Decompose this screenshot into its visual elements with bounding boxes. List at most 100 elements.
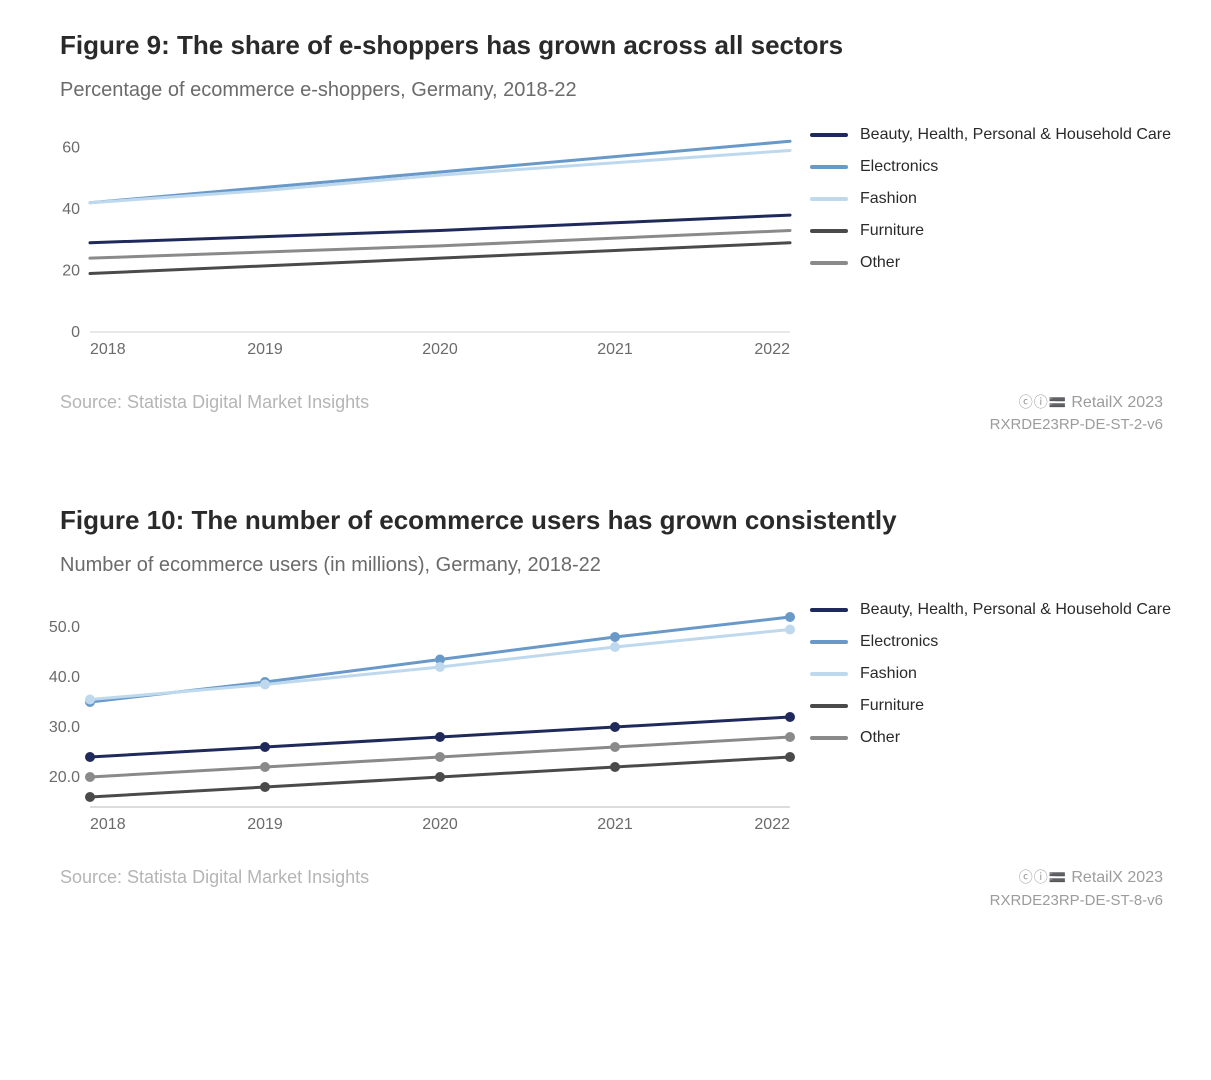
figure-10-attribution: ⓒⓘ🟰 RetailX 2023 RXRDE23RP-DE-ST-8-v6 bbox=[990, 867, 1163, 910]
legend-item: Other bbox=[810, 254, 1171, 272]
cc-icon: ⓒⓘ🟰 bbox=[1019, 870, 1067, 886]
attrib-brand: RetailX 2023 bbox=[1071, 394, 1163, 411]
figure-9-footer: Source: Statista Digital Market Insights… bbox=[40, 392, 1171, 435]
y-tick-label: 20 bbox=[62, 262, 80, 279]
cc-icon: ⓒⓘ🟰 bbox=[1019, 394, 1067, 410]
figure-10-legend: Beauty, Health, Personal & Household Car… bbox=[810, 597, 1171, 761]
legend-item: Furniture bbox=[810, 697, 1171, 715]
legend-swatch bbox=[810, 608, 848, 612]
figure-10-source: Source: Statista Digital Market Insights bbox=[60, 867, 369, 888]
series-marker bbox=[435, 772, 445, 782]
legend-item: Furniture bbox=[810, 222, 1171, 240]
figure-10-footer: Source: Statista Digital Market Insights… bbox=[40, 867, 1171, 910]
legend-item: Other bbox=[810, 729, 1171, 747]
series-marker bbox=[435, 752, 445, 762]
y-tick-label: 40.0 bbox=[49, 669, 80, 686]
legend-item: Beauty, Health, Personal & Household Car… bbox=[810, 601, 1171, 619]
figure-9-source: Source: Statista Digital Market Insights bbox=[60, 392, 369, 413]
legend-swatch bbox=[810, 133, 848, 137]
legend-item: Fashion bbox=[810, 190, 1171, 208]
series-line bbox=[90, 141, 790, 203]
series-marker bbox=[785, 752, 795, 762]
legend-swatch bbox=[810, 197, 848, 201]
legend-label: Electronics bbox=[860, 158, 938, 176]
legend-label: Fashion bbox=[860, 190, 917, 208]
legend-item: Beauty, Health, Personal & Household Car… bbox=[810, 126, 1171, 144]
legend-item: Fashion bbox=[810, 665, 1171, 683]
legend-swatch bbox=[810, 704, 848, 708]
series-marker bbox=[785, 612, 795, 622]
series-marker bbox=[85, 792, 95, 802]
figure-10-chart-row: 20.0 30.0 40.0 50.0 2018 2019 2020 2021 2022 Bea… bbox=[40, 597, 1171, 837]
legend-swatch bbox=[810, 736, 848, 740]
x-tick-label: 2021 bbox=[597, 341, 633, 358]
attrib-code: RXRDE23RP-DE-ST-2-v6 bbox=[990, 416, 1163, 433]
series-marker bbox=[85, 752, 95, 762]
y-tick-label: 0 bbox=[71, 324, 80, 341]
y-tick-label: 30.0 bbox=[49, 719, 80, 736]
series-marker bbox=[260, 742, 270, 752]
legend-item: Electronics bbox=[810, 633, 1171, 651]
series-marker bbox=[610, 632, 620, 642]
y-tick-label: 50.0 bbox=[49, 619, 80, 636]
figure-9-chart-row: 0 20 40 60 2018 2019 2020 2021 2022 Beauty, Heal… bbox=[40, 122, 1171, 362]
legend-label: Electronics bbox=[860, 633, 938, 651]
series-marker bbox=[260, 782, 270, 792]
figure-9-legend: Beauty, Health, Personal & Household Car… bbox=[810, 122, 1171, 286]
series-marker bbox=[610, 762, 620, 772]
series-line bbox=[90, 243, 790, 274]
y-tick-label: 40 bbox=[62, 201, 80, 218]
series-marker bbox=[85, 695, 95, 705]
legend-label: Other bbox=[860, 254, 900, 272]
x-tick-label: 2018 bbox=[90, 816, 126, 833]
figure-9-title: Figure 9: The share of e-shoppers has gr… bbox=[60, 30, 1171, 61]
x-tick-label: 2022 bbox=[754, 341, 790, 358]
series-line bbox=[90, 215, 790, 243]
series-marker bbox=[610, 722, 620, 732]
series-marker bbox=[260, 762, 270, 772]
legend-label: Beauty, Health, Personal & Household Car… bbox=[860, 126, 1171, 144]
figure-9: Figure 9: The share of e-shoppers has gr… bbox=[40, 30, 1171, 435]
y-tick-label: 60 bbox=[62, 139, 80, 156]
x-tick-label: 2021 bbox=[597, 816, 633, 833]
legend-label: Beauty, Health, Personal & Household Car… bbox=[860, 601, 1171, 619]
attrib-code: RXRDE23RP-DE-ST-8-v6 bbox=[990, 892, 1163, 909]
figure-9-chart: 0 20 40 60 2018 2019 2020 2021 2022 bbox=[40, 122, 800, 362]
page-root: Figure 9: The share of e-shoppers has gr… bbox=[0, 0, 1211, 1080]
legend-swatch bbox=[810, 672, 848, 676]
legend-swatch bbox=[810, 229, 848, 233]
series-marker bbox=[785, 625, 795, 635]
x-tick-label: 2018 bbox=[90, 341, 126, 358]
legend-label: Furniture bbox=[860, 222, 924, 240]
legend-item: Electronics bbox=[810, 158, 1171, 176]
legend-label: Furniture bbox=[860, 697, 924, 715]
legend-label: Other bbox=[860, 729, 900, 747]
series-marker bbox=[435, 662, 445, 672]
x-tick-label: 2020 bbox=[422, 341, 458, 358]
y-tick-label: 20.0 bbox=[49, 769, 80, 786]
x-tick-label: 2020 bbox=[422, 816, 458, 833]
legend-swatch bbox=[810, 640, 848, 644]
figure-10: Figure 10: The number of ecommerce users… bbox=[40, 505, 1171, 910]
figure-10-title: Figure 10: The number of ecommerce users… bbox=[60, 505, 1171, 536]
figure-10-subtitle: Number of ecommerce users (in millions),… bbox=[60, 554, 1171, 577]
series-marker bbox=[435, 732, 445, 742]
series-line bbox=[90, 230, 790, 258]
series-marker bbox=[610, 742, 620, 752]
legend-label: Fashion bbox=[860, 665, 917, 683]
legend-swatch bbox=[810, 165, 848, 169]
x-tick-label: 2019 bbox=[247, 341, 283, 358]
x-tick-label: 2022 bbox=[754, 816, 790, 833]
series-line bbox=[90, 150, 790, 202]
legend-swatch bbox=[810, 261, 848, 265]
series-marker bbox=[85, 772, 95, 782]
series-marker bbox=[610, 642, 620, 652]
figure-9-subtitle: Percentage of ecommerce e-shoppers, Germ… bbox=[60, 79, 1171, 102]
figure-9-attribution: ⓒⓘ🟰 RetailX 2023 RXRDE23RP-DE-ST-2-v6 bbox=[990, 392, 1163, 435]
series-marker bbox=[785, 732, 795, 742]
series-marker bbox=[260, 680, 270, 690]
figure-10-chart: 20.0 30.0 40.0 50.0 2018 2019 2020 2021 2022 bbox=[40, 597, 800, 837]
attrib-brand: RetailX 2023 bbox=[1071, 869, 1163, 886]
series-marker bbox=[785, 712, 795, 722]
x-tick-label: 2019 bbox=[247, 816, 283, 833]
